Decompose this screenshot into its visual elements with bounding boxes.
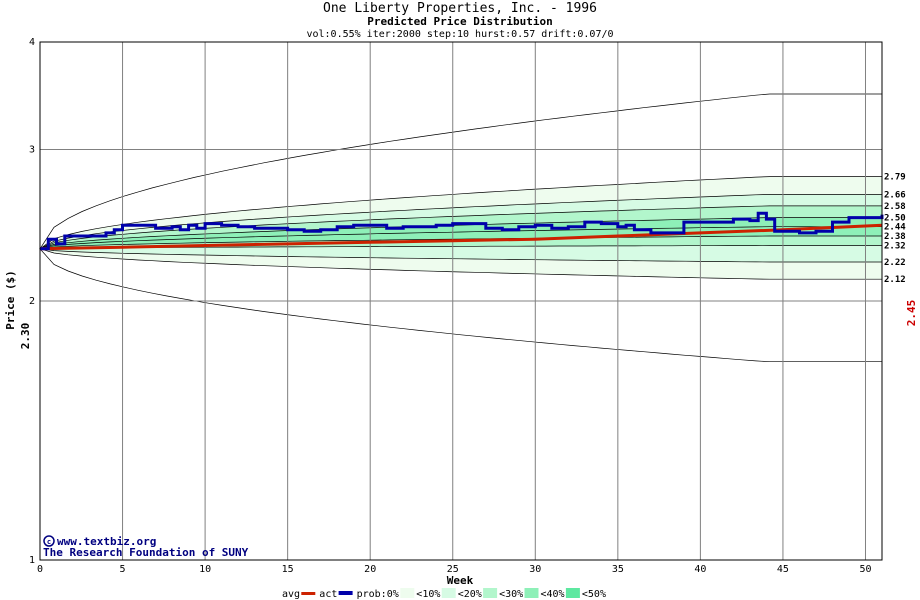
x-axis-label: Week <box>447 574 474 587</box>
y-tick-label: 1 <box>29 555 35 566</box>
y-tick-label: 2 <box>29 296 35 307</box>
chart-subtitle: Predicted Price Distribution <box>367 15 552 28</box>
x-tick-label: 5 <box>120 564 126 575</box>
copyright-glyph: c <box>47 538 51 546</box>
x-tick-label: 0 <box>37 564 43 575</box>
legend-swatch-act <box>338 591 353 595</box>
start-price-label: 2.30 <box>19 323 32 350</box>
x-tick-label: 30 <box>529 564 541 575</box>
x-tick-label: 15 <box>282 564 294 575</box>
legend-label: <10% <box>416 589 440 600</box>
percentile-label: 2.12 <box>884 275 906 285</box>
percentile-label: 2.32 <box>884 242 906 252</box>
legend-label: <40% <box>541 589 565 600</box>
legend-swatch-band <box>565 588 580 598</box>
x-tick-label: 50 <box>859 564 871 575</box>
percentile-label: 2.38 <box>884 232 906 242</box>
x-tick-label: 25 <box>447 564 459 575</box>
credit-site: www.textbiz.org <box>57 535 156 548</box>
legend-swatch-band <box>483 588 498 598</box>
x-tick-label: 35 <box>612 564 624 575</box>
percentile-labels: 2.79 2.66 2.58 2.502.442.382.32 2.22 2.12 <box>884 173 906 286</box>
percentile-label: 2.66 <box>884 190 906 200</box>
series-act-line <box>40 211 884 251</box>
series-lines <box>39 211 884 251</box>
percentile-label: 2.44 <box>884 223 906 233</box>
copyright-icon <box>43 535 55 547</box>
chart-params: vol:0.55% iter:2000 step:10 hurst:0.57 d… <box>306 29 613 40</box>
legend-label: <20% <box>458 589 482 600</box>
probability-bands <box>38 93 883 363</box>
y-axis-ticks: 1 2 3 4 <box>29 37 35 566</box>
legend-label: prob:0% <box>357 589 399 600</box>
legend-swatch-band <box>524 588 539 598</box>
legend-label: <30% <box>499 589 523 600</box>
percentile-label: 2.22 <box>884 258 906 268</box>
y-tick-label: 4 <box>29 37 35 48</box>
x-tick-label: 45 <box>777 564 789 575</box>
x-tick-label: 40 <box>694 564 706 575</box>
y-axis-label: Price ($) <box>4 270 17 330</box>
legend-swatch-band <box>400 588 415 598</box>
percentile-label: 2.79 <box>884 173 906 183</box>
y-tick-label: 3 <box>29 144 35 155</box>
percentile-label: 2.50 <box>884 214 906 224</box>
legend-swatch-avg <box>301 592 316 595</box>
percentile-label: 2.58 <box>884 202 906 212</box>
series-avg-line <box>39 223 883 251</box>
credit-org: The Research Foundation of SUNY <box>43 546 249 559</box>
chart-title: One Liberty Properties, Inc. - 1996 <box>323 1 597 16</box>
legend-swatch-band <box>441 588 456 598</box>
legend-label: avg <box>282 589 300 600</box>
x-tick-label: 10 <box>199 564 211 575</box>
legend-label: <50% <box>582 589 606 600</box>
legend: avg act prob:0% <10% <20% <30% <40% <50% <box>282 588 606 600</box>
x-tick-label: 20 <box>364 564 376 575</box>
band-6 <box>39 226 882 250</box>
legend-label: act <box>319 589 337 600</box>
plot-frame <box>39 41 883 561</box>
credit: c www.textbiz.org The Research Foundatio… <box>43 535 249 559</box>
actual-end-price-label: 2.45 <box>905 300 918 327</box>
x-axis-ticks: 0 5 10 15 20 25 30 35 40 45 50 <box>37 564 872 575</box>
